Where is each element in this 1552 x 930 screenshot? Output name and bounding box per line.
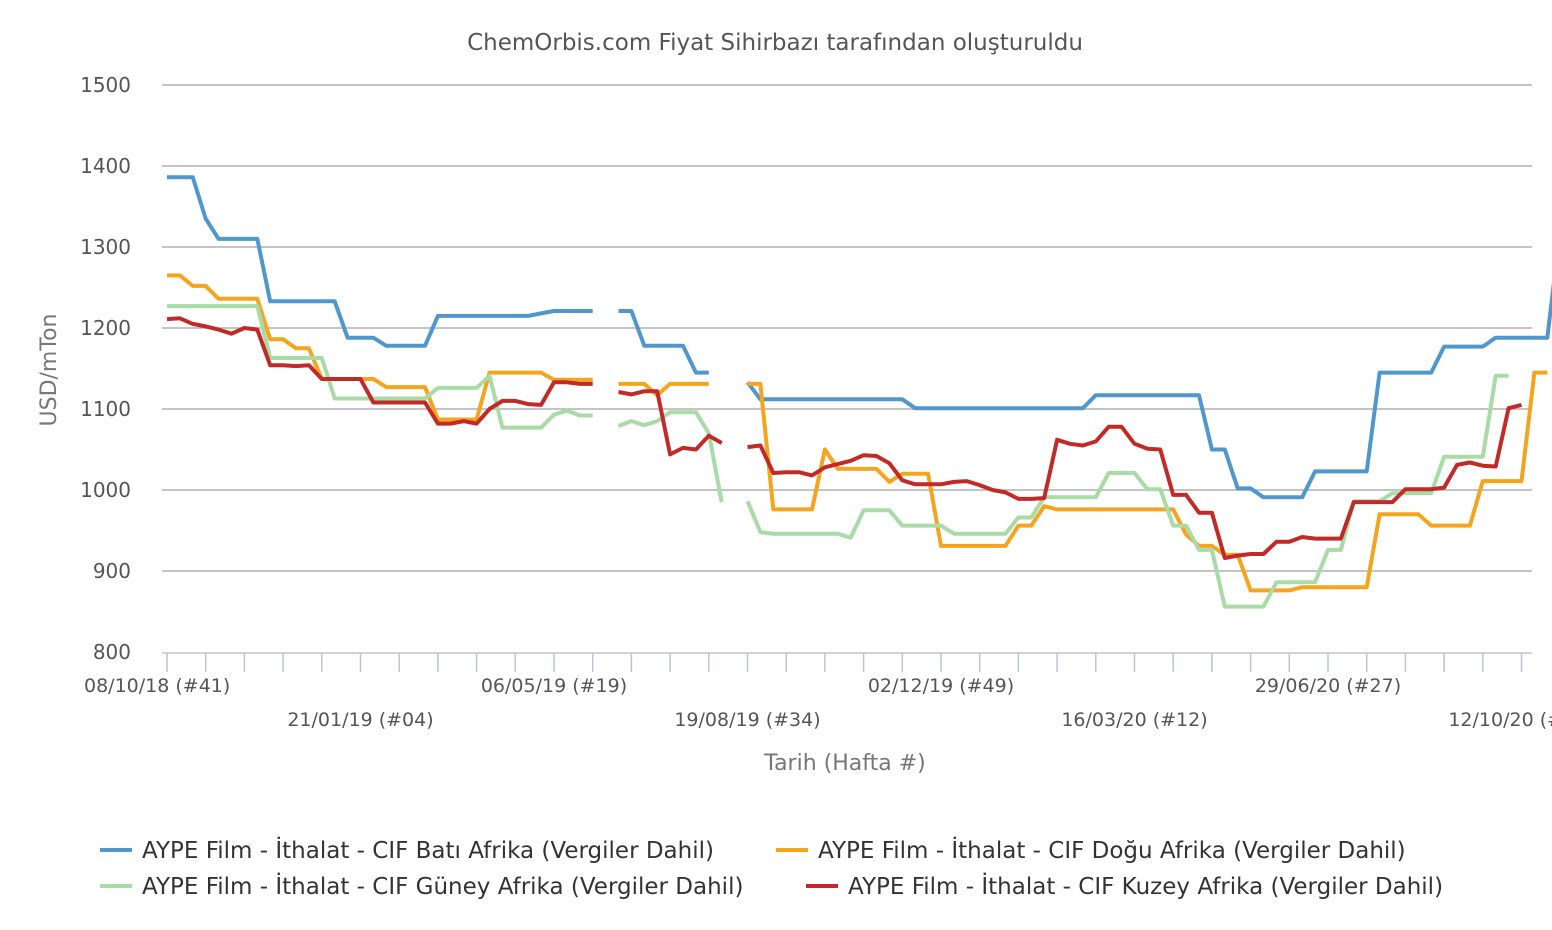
- x-tick-label: 06/05/19 (#19): [481, 675, 627, 697]
- legend-label: AYPE Film - İthalat - CIF Güney Afrika (…: [142, 872, 743, 900]
- x-tick-label: 29/06/20 (#27): [1255, 675, 1401, 697]
- series-1-line-segment: [745, 282, 1552, 500]
- x-tick-label: 02/12/19 (#49): [868, 675, 1014, 697]
- legend: AYPE Film - İthalat - CIF Batı Afrika (V…: [100, 836, 1443, 900]
- y-tick-label: 1000: [80, 478, 131, 502]
- legend-label: AYPE Film - İthalat - CIF Kuzey Afrika (…: [848, 872, 1443, 900]
- y-tick-label: 1500: [80, 73, 131, 97]
- legend-label: AYPE Film - İthalat - CIF Batı Afrika (V…: [142, 836, 714, 864]
- series-2-line-segment: [167, 273, 593, 422]
- series-1-line-segment: [167, 175, 593, 348]
- x-tick-label: 12/10/20 (#42): [1448, 709, 1552, 731]
- chart-title: ChemOrbis.com Fiyat Sihirbazı tarafından…: [467, 30, 1083, 56]
- y-tick-label: 1300: [80, 235, 131, 259]
- legend-item-4[interactable]: AYPE Film - İthalat - CIF Kuzey Afrika (…: [806, 872, 1443, 900]
- x-tick-label: 16/03/20 (#12): [1061, 709, 1207, 731]
- y-tick-label: 900: [93, 559, 131, 583]
- series-lines: [166, 175, 1552, 609]
- grid: [162, 84, 1532, 572]
- series-2-line-segment: [747, 370, 1548, 593]
- x-axis-title: Tarih (Hafta #): [763, 751, 925, 776]
- series-3-line-segment: [617, 410, 724, 503]
- series-1-line-segment: [618, 309, 709, 375]
- x-axis-ticks: [166, 653, 1523, 672]
- y-tick-label: 800: [93, 640, 131, 664]
- x-tick-label: 21/01/19 (#04): [287, 709, 433, 731]
- series-2-line-segment: [618, 381, 709, 398]
- legend-item-3[interactable]: AYPE Film - İthalat - CIF Güney Afrika (…: [100, 872, 743, 900]
- y-axis-tick-labels: 800 900 1000 1100 1200 1300 1400 1500: [80, 73, 131, 664]
- y-tick-label: 1100: [80, 397, 131, 421]
- x-tick-label: 19/08/19 (#34): [674, 709, 820, 731]
- legend-item-2[interactable]: AYPE Film - İthalat - CIF Doğu Afrika (V…: [776, 836, 1406, 864]
- x-axis-tick-labels: 08/10/18 (#41) 21/01/19 (#04) 06/05/19 (#1…: [84, 675, 1552, 731]
- y-tick-label: 1200: [80, 316, 131, 340]
- legend-item-1[interactable]: AYPE Film - İthalat - CIF Batı Afrika (V…: [100, 836, 714, 864]
- series-3-line-segment: [167, 304, 593, 430]
- series-3-line-segment: [745, 373, 1509, 609]
- series-4-line-segment: [618, 389, 723, 457]
- y-tick-label: 1400: [80, 154, 131, 178]
- legend-label: AYPE Film - İthalat - CIF Doğu Afrika (V…: [818, 836, 1406, 864]
- series-4-line-segment: [747, 402, 1522, 560]
- series-4-line-segment: [166, 316, 593, 426]
- x-tick-label: 08/10/18 (#41): [84, 675, 230, 697]
- y-axis-title: USD/mTon: [37, 314, 62, 427]
